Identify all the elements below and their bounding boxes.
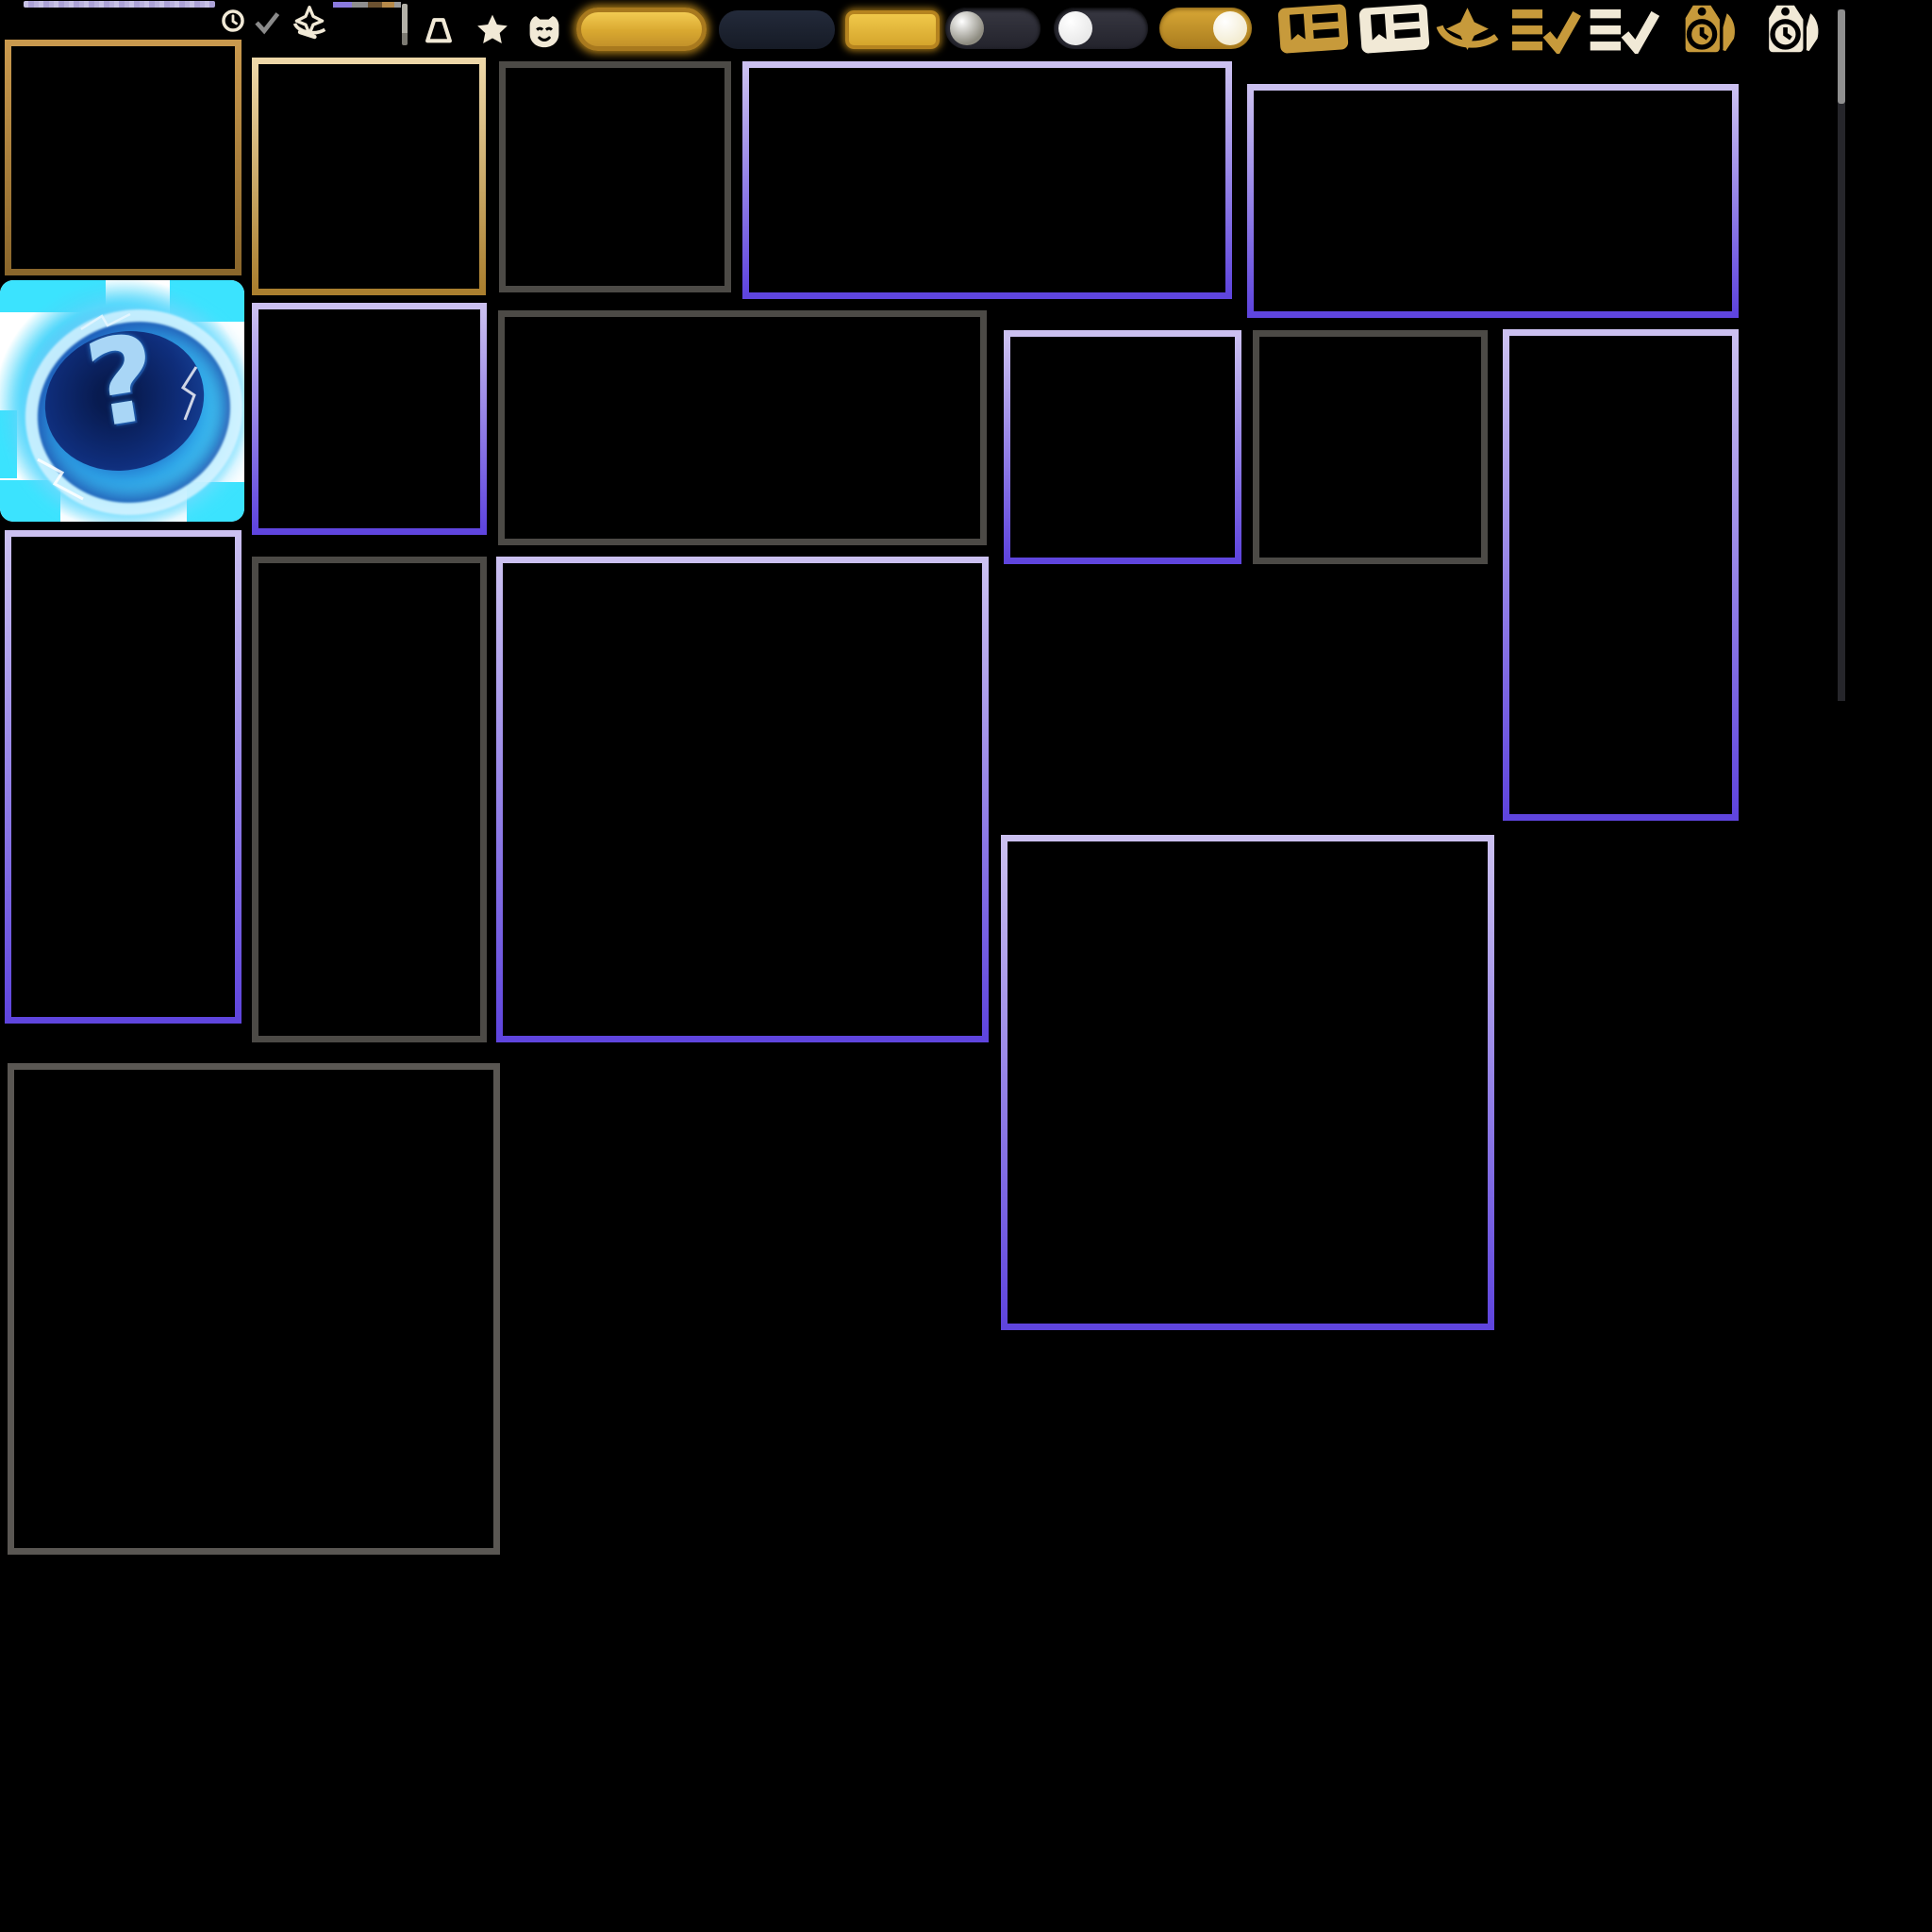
clock-icon[interactable]: [220, 8, 246, 34]
item-frame-slot-7[interactable]: [498, 310, 987, 545]
lavender-progress-bar: [24, 1, 215, 8]
item-frame-slot-1[interactable]: [5, 40, 242, 275]
item-frame-slot-3[interactable]: [499, 61, 731, 292]
sparkle-shield-icon[interactable]: [1433, 4, 1502, 57]
star-icon[interactable]: [474, 11, 511, 49]
tag-clock-icon-gold[interactable]: [1673, 1, 1740, 57]
toggle-2[interactable]: [1054, 8, 1148, 49]
news-icon-gold[interactable]: [1276, 2, 1350, 56]
mask-icon[interactable]: [525, 11, 564, 51]
toggle-knob: [1213, 11, 1247, 45]
item-frame-slot-9[interactable]: [1253, 330, 1488, 564]
trapezoid-icon[interactable]: [421, 13, 457, 49]
gold-small-button[interactable]: [845, 10, 940, 49]
checklist-icon-gold[interactable]: [1509, 7, 1581, 54]
item-frame-slot-15[interactable]: [8, 1063, 500, 1555]
toggle-knob: [950, 11, 984, 45]
tag-clock-icon-cream[interactable]: [1756, 1, 1824, 57]
item-frame-slot-12[interactable]: [252, 557, 487, 1042]
item-frame-slot-2[interactable]: [252, 58, 486, 295]
navy-pill-button[interactable]: [719, 10, 835, 49]
lightning-accents: [37, 312, 198, 501]
toggle-knob: [1058, 11, 1092, 45]
item-frame-slot-6[interactable]: [252, 303, 487, 535]
item-frame-slot-13[interactable]: [496, 557, 989, 1042]
toggle-1[interactable]: [945, 8, 1041, 49]
gold-pill-button[interactable]: [576, 8, 707, 51]
item-frame-slot-5[interactable]: [1247, 84, 1739, 318]
scrollbar-track[interactable]: [1838, 9, 1845, 701]
mini-legend-strip: [333, 2, 401, 8]
divider-bar: [402, 4, 408, 45]
checklist-icon-cream[interactable]: [1587, 7, 1660, 54]
news-icon-cream[interactable]: [1357, 2, 1432, 56]
item-frame-slot-8[interactable]: [1004, 330, 1241, 564]
mystery-card[interactable]: ?: [0, 280, 244, 522]
item-frame-slot-4[interactable]: [742, 61, 1232, 299]
sparkle-cards-icon[interactable]: [288, 4, 331, 42]
toggle-3[interactable]: [1159, 8, 1252, 49]
item-frame-slot-11[interactable]: [5, 530, 242, 1024]
scrollbar-thumb[interactable]: [1838, 9, 1845, 104]
check-icon[interactable]: [253, 9, 281, 36]
item-frame-slot-10[interactable]: [1503, 329, 1739, 821]
item-frame-slot-14[interactable]: [1001, 835, 1494, 1330]
